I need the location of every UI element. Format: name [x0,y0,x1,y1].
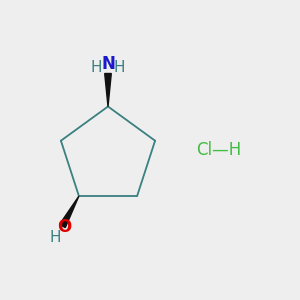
Polygon shape [59,196,79,228]
Polygon shape [105,74,111,106]
Text: H: H [49,230,61,245]
Text: N: N [101,55,115,73]
Text: H: H [114,60,125,75]
Text: H: H [91,60,102,75]
Text: Cl—H: Cl—H [196,141,242,159]
Text: O: O [57,218,71,236]
